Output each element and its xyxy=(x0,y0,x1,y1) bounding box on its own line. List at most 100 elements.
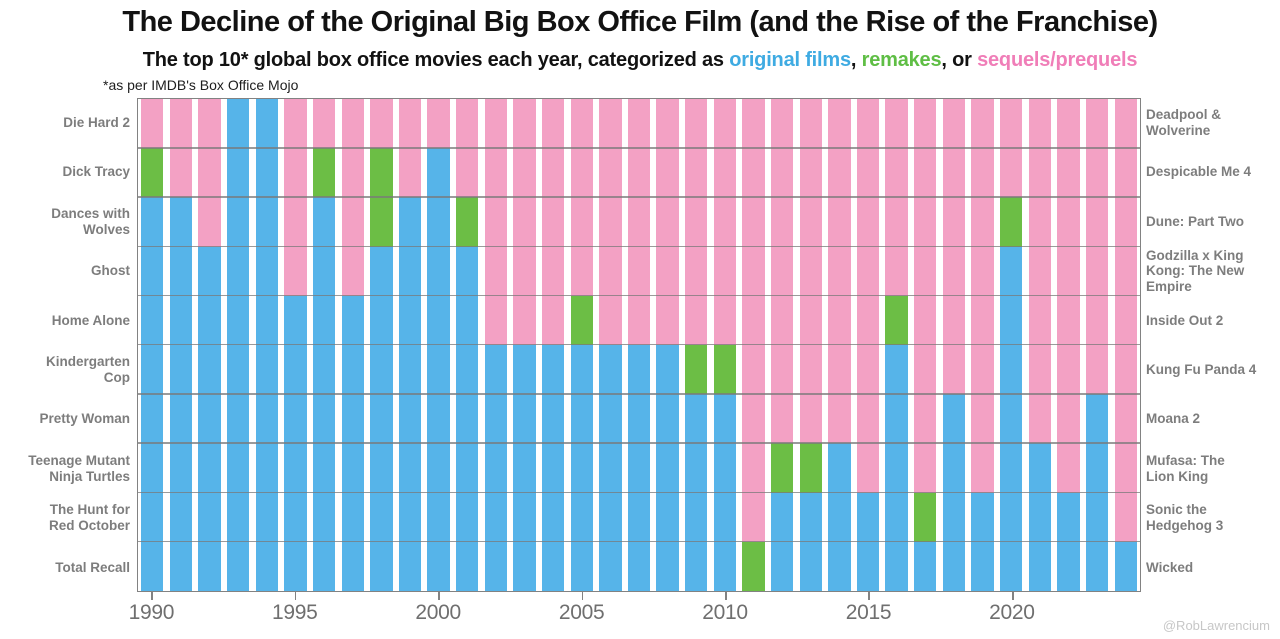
right-movie-label-8: Mufasa: The Lion King xyxy=(1146,453,1225,484)
subtitle-separator-2: , or xyxy=(941,49,978,71)
segment-2010-sequels-prequels xyxy=(713,99,737,345)
segment-2014-sequels-prequels xyxy=(828,99,851,444)
segment-2017-remakes xyxy=(914,492,937,542)
segment-2010-remakes xyxy=(713,345,737,395)
segment-1990-sequels-prequels xyxy=(141,99,164,149)
bar-2014 xyxy=(828,99,851,591)
bar-2012 xyxy=(770,99,794,591)
segment-2014-original-films xyxy=(828,443,851,591)
left-movie-label-6: Kindergarten Cop xyxy=(45,354,130,385)
segment-2004-original-films xyxy=(541,345,565,591)
segment-2017-original-films xyxy=(914,541,937,591)
segment-2013-remakes xyxy=(799,443,822,493)
right-movie-label-1: Deadpool & Wolverine xyxy=(1146,107,1222,138)
gridline-3 xyxy=(138,245,1140,247)
right-movie-label-7: Moana 2 xyxy=(1146,411,1201,427)
plot-area xyxy=(137,98,1141,592)
chart-title: The Decline of the Original Big Box Offi… xyxy=(122,6,1158,38)
left-axis-1990-movies: Die Hard 2 Dick Tracy Dances with Wolves Gh… xyxy=(0,98,130,592)
legend-remakes: remakes xyxy=(861,49,942,71)
left-movie-label-7: Pretty Woman xyxy=(39,411,130,427)
x-tick-label-1995: 1995 xyxy=(272,601,318,624)
segment-2007-original-films xyxy=(627,345,651,591)
segment-2016-remakes xyxy=(885,295,908,345)
left-movie-label-4: Ghost xyxy=(91,263,130,279)
segment-1998-original-films xyxy=(370,246,393,591)
x-tick-label-1990: 1990 xyxy=(128,601,175,624)
segment-2008-original-films xyxy=(656,345,679,591)
left-movie-label-3: Dances with Wolves xyxy=(51,206,130,237)
segment-2012-sequels-prequels xyxy=(770,99,794,444)
segment-2008-sequels-prequels xyxy=(656,99,679,345)
gridline-4 xyxy=(138,294,1140,297)
x-axis: 1990 1995 2000 2005 2010 2015 2020 xyxy=(129,592,1141,636)
bar-2011 xyxy=(742,99,765,591)
footnote-source: *as per IMDB's Box Office Mojo xyxy=(103,77,299,93)
right-axis-2024-movies: Deadpool & Wolverine Despicable Me 4 Dune:… xyxy=(1146,98,1278,592)
x-tick-2005 xyxy=(581,592,584,600)
segment-2000-sequels-prequels xyxy=(427,99,450,149)
bar-2008 xyxy=(656,99,679,591)
chart-subtitle: The top 10* global box office movies eac… xyxy=(0,49,1280,72)
bar-2001 xyxy=(456,99,479,591)
legend-original-films: original films xyxy=(729,49,851,71)
segment-2001-remakes xyxy=(456,197,479,247)
x-tick-1995 xyxy=(294,592,297,600)
bar-2000 xyxy=(427,99,450,591)
watermark-credit: @RobLawrencium xyxy=(1162,618,1270,633)
left-movie-label-5: Home Alone xyxy=(51,312,130,328)
x-tick-label-2005: 2005 xyxy=(558,601,605,624)
segment-1998-sequels-prequels xyxy=(370,99,393,149)
x-tick-2020 xyxy=(1011,592,1014,600)
x-tick-label-2020: 2020 xyxy=(989,601,1035,624)
right-movie-label-6: Kung Fu Panda 4 xyxy=(1146,361,1257,377)
segment-2021-sequels-prequels xyxy=(1028,99,1051,444)
segment-2012-remakes xyxy=(770,443,794,493)
segment-2020-remakes xyxy=(999,197,1023,247)
legend-sequels-prequels: sequels/prequels xyxy=(977,49,1138,71)
segment-2009-sequels-prequels xyxy=(685,99,708,345)
bar-2002 xyxy=(484,99,508,591)
subtitle-prefix: The top 10* global box office movies eac… xyxy=(142,49,730,71)
segment-2004-sequels-prequels xyxy=(541,99,565,345)
x-tick-1990 xyxy=(151,592,153,600)
segment-2006-sequels-prequels xyxy=(599,99,622,345)
segment-2013-sequels-prequels xyxy=(799,99,822,444)
segment-2001-original-films xyxy=(456,246,479,591)
segment-2009-remakes xyxy=(685,345,708,395)
segment-2016-original-films xyxy=(885,344,908,591)
left-movie-label-2: Dick Tracy xyxy=(62,164,130,180)
x-tick-2000 xyxy=(438,592,440,600)
right-movie-label-9: Sonic the Hedgehog 3 xyxy=(1146,502,1224,533)
segment-1996-sequels-prequels xyxy=(312,99,336,149)
segment-2024-original-films xyxy=(1114,541,1137,591)
x-tick-label-2015: 2015 xyxy=(845,601,892,624)
right-movie-label-4: Godzilla x King Kong: The New Empire xyxy=(1146,247,1245,294)
segment-1992-sequels-prequels xyxy=(198,99,221,247)
gridline-6 xyxy=(138,393,1140,395)
right-movie-label-10: Wicked xyxy=(1146,559,1194,575)
bar-2004 xyxy=(541,99,565,591)
left-movie-label-9: The Hunt for Red October xyxy=(48,502,130,533)
x-tick-label-2000: 2000 xyxy=(415,601,461,624)
segment-2021-original-films xyxy=(1028,443,1051,591)
left-movie-label-8: Teenage Mutant Ninja Turtles xyxy=(28,453,130,484)
bar-2024 xyxy=(1114,99,1137,591)
right-movie-label-5: Inside Out 2 xyxy=(1146,312,1224,328)
subtitle-separator-1: , xyxy=(850,49,862,71)
segment-2003-sequels-prequels xyxy=(513,99,536,345)
segment-2002-original-films xyxy=(484,345,508,591)
segment-1990-remakes xyxy=(141,148,164,198)
right-movie-label-2: Despicable Me 4 xyxy=(1146,164,1252,180)
segment-2011-remakes xyxy=(742,541,765,591)
bar-2007 xyxy=(627,99,651,591)
segment-2020-original-films xyxy=(999,246,1023,591)
bar-1992 xyxy=(198,99,221,591)
right-movie-label-3: Dune: Part Two xyxy=(1146,213,1245,229)
gridline-8 xyxy=(138,491,1140,493)
segment-1996-remakes xyxy=(312,148,336,198)
bar-2006 xyxy=(599,99,622,591)
segment-1992-original-films xyxy=(198,246,221,591)
segment-2000-original-films xyxy=(427,148,450,591)
x-tick-2010 xyxy=(725,592,727,600)
